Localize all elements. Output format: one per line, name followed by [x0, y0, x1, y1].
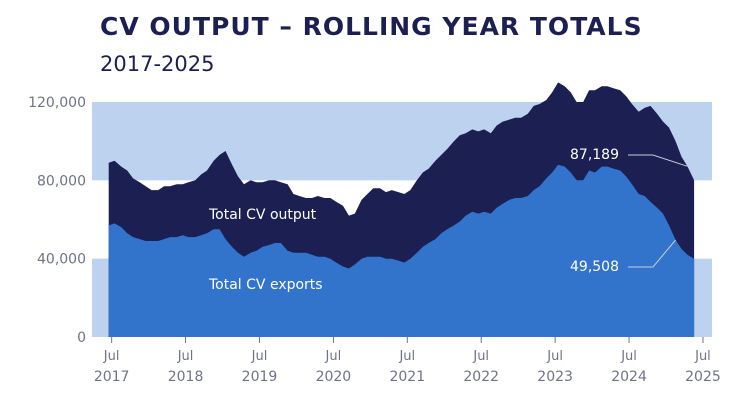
- chart-title: CV OUTPUT – ROLLING YEAR TOTALS: [100, 12, 643, 41]
- x-tick-year: 2020: [316, 369, 352, 385]
- exports-series-label: Total CV exports: [208, 277, 323, 293]
- x-tick-month: Jul: [103, 349, 120, 364]
- x-tick-year: 2023: [537, 369, 573, 385]
- y-tick-label: 120,000: [28, 95, 86, 111]
- x-tick-month: Jul: [472, 349, 489, 364]
- x-tick-year: 2025: [685, 369, 721, 385]
- exports-area: [108, 164, 695, 337]
- x-tick-year: 2024: [611, 369, 647, 385]
- exports-latest-value: 49,508: [570, 259, 619, 275]
- x-tick-year: 2022: [463, 369, 499, 385]
- x-tick-year: 2021: [389, 369, 425, 385]
- y-tick-label: 0: [77, 330, 86, 346]
- chart-subtitle: 2017-2025: [100, 52, 215, 76]
- y-tick-label: 80,000: [37, 173, 86, 189]
- x-tick-year: 2018: [168, 369, 204, 385]
- x-tick-month: Jul: [325, 349, 342, 364]
- x-tick-month: Jul: [398, 349, 415, 364]
- x-tick-month: Jul: [694, 349, 711, 364]
- annotation-leader-line: [628, 239, 676, 268]
- annotation-leader-line: [628, 154, 688, 167]
- x-tick-year: 2019: [242, 369, 278, 385]
- x-tick-month: Jul: [251, 349, 268, 364]
- x-tick-year: 2017: [94, 369, 130, 385]
- x-tick-month: Jul: [177, 349, 194, 364]
- x-tick-month: Jul: [620, 349, 637, 364]
- output-latest-value: 87,189: [570, 147, 619, 163]
- output-series-label: Total CV output: [208, 207, 317, 223]
- y-tick-label: 40,000: [37, 252, 86, 268]
- x-tick-month: Jul: [546, 349, 563, 364]
